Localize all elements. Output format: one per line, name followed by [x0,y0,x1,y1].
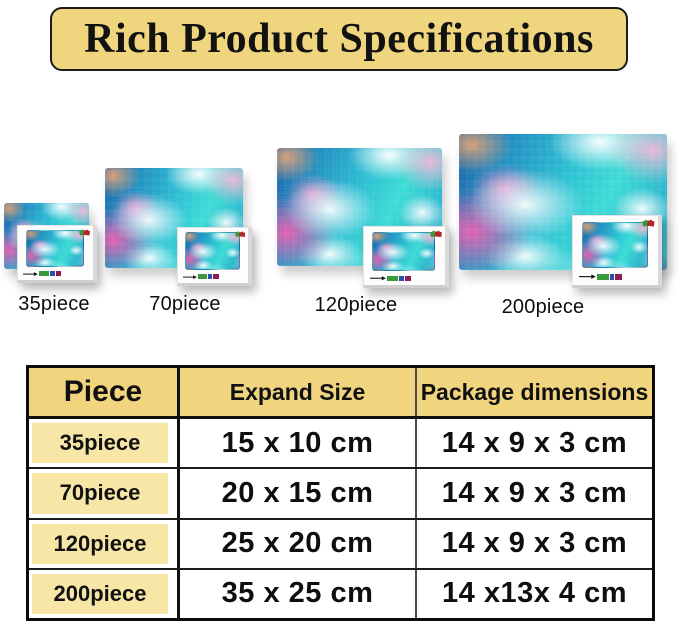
box-artwork [25,230,84,268]
strip-green-block [39,271,50,277]
puzzle-artwork-200 [459,134,667,270]
table-row-200piece: 200piece 35 x 25 cm 14 x13x 4 cm [29,567,652,618]
strip-green-block [386,275,398,282]
package-dimensions-cell: 14 x13x 4 cm [442,577,627,610]
expand-size-cell: 15 x 10 cm [180,419,417,468]
puzzle-box-70 [177,227,252,286]
puzzle-box-200 [572,215,662,288]
package-dimensions-cell: 14 x 9 x 3 cm [441,426,628,459]
puzzle-brand-icon [429,230,442,237]
header-expand-size: Expand Size [180,368,417,416]
strip-red-block [55,271,62,277]
arrow-icon [182,274,197,279]
product-label-70: 70piece [149,293,221,315]
spec-table: Piece Expand Size Package dimensions 35p… [26,365,655,621]
piece-chip: 70piece [32,473,168,514]
header-package-dimensions: Package dimensions [417,368,652,416]
strip-red-block [615,273,622,281]
strip-red-block [404,275,411,282]
table-row-70piece: 70piece 20 x 15 cm 14 x 9 x 3 cm [29,467,652,518]
strip-blue-block [398,275,404,282]
strip-red-block [213,274,219,280]
strip-blue-block [208,274,213,280]
box-artwork [581,221,648,269]
barcode-strip [182,274,224,280]
puzzle-box-120 [363,226,449,288]
piece-cell: 35piece [29,419,180,468]
barcode-strip [369,275,417,282]
puzzle-brand-icon [234,231,245,237]
puzzle-box-35 [17,225,97,283]
product-label-120: 120piece [314,294,398,316]
strip-green-block [197,274,208,280]
barcode-strip [23,271,67,277]
product-label-35: 35piece [18,293,90,315]
package-dimensions-cell: 14 x 9 x 3 cm [441,476,628,509]
arrow-icon [578,274,596,280]
table-row-35piece: 35piece 15 x 10 cm 14 x 9 x 3 cm [29,416,652,468]
piece-cell: 70piece [29,469,180,518]
puzzle-brand-icon [642,219,655,227]
table-header-row: Piece Expand Size Package dimensions [29,368,652,416]
expand-size-cell: 35 x 25 cm [180,569,417,618]
arrow-icon [23,271,39,276]
box-artwork [372,231,436,272]
strip-blue-block [50,271,55,277]
table-row-120piece: 120piece 25 x 20 cm 14 x 9 x 3 cm [29,517,652,568]
strip-blue-block [609,273,615,281]
title-banner: Rich Product Specifications [50,7,628,71]
piece-cell: 200piece [29,569,180,618]
strip-green-block [596,273,609,281]
page-title: Rich Product Specifications [84,16,594,62]
puzzle-brand-icon [79,229,90,236]
piece-chip: 200piece [32,573,168,614]
package-dimensions-cell: 14 x 9 x 3 cm [441,527,628,560]
box-artwork [185,232,240,270]
piece-chip: 120piece [32,523,168,564]
expand-size-cell: 20 x 15 cm [180,469,417,518]
header-piece: Piece [29,368,180,416]
piece-cell: 120piece [29,519,180,568]
product-label-200: 200piece [501,296,585,318]
expand-size-cell: 25 x 20 cm [180,519,417,568]
arrow-icon [369,276,386,281]
piece-chip: 35piece [32,423,168,464]
barcode-strip [578,273,628,281]
